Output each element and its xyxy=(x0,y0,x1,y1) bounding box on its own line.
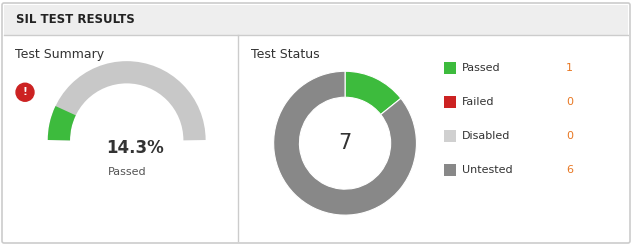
Circle shape xyxy=(16,83,34,101)
Text: 0: 0 xyxy=(566,131,573,141)
Text: 1: 1 xyxy=(566,63,573,73)
FancyBboxPatch shape xyxy=(4,5,628,35)
Text: !: ! xyxy=(23,87,27,97)
Wedge shape xyxy=(274,71,417,215)
Text: Passed: Passed xyxy=(462,63,501,73)
Text: 0: 0 xyxy=(566,97,573,107)
Text: SIL TEST RESULTS: SIL TEST RESULTS xyxy=(16,13,135,26)
FancyBboxPatch shape xyxy=(2,3,630,243)
Text: Test Summary: Test Summary xyxy=(15,48,104,61)
Text: Passed: Passed xyxy=(107,167,146,177)
FancyBboxPatch shape xyxy=(444,96,456,108)
FancyBboxPatch shape xyxy=(444,164,456,176)
Text: Untested: Untested xyxy=(462,165,513,175)
FancyBboxPatch shape xyxy=(444,62,456,74)
Text: Test Status: Test Status xyxy=(251,48,320,61)
Wedge shape xyxy=(345,71,401,115)
FancyBboxPatch shape xyxy=(444,130,456,142)
Text: 7: 7 xyxy=(339,133,352,153)
Text: Failed: Failed xyxy=(462,97,495,107)
Text: Disabled: Disabled xyxy=(462,131,510,141)
Text: 14.3%: 14.3% xyxy=(106,139,164,157)
Text: 6: 6 xyxy=(566,165,573,175)
